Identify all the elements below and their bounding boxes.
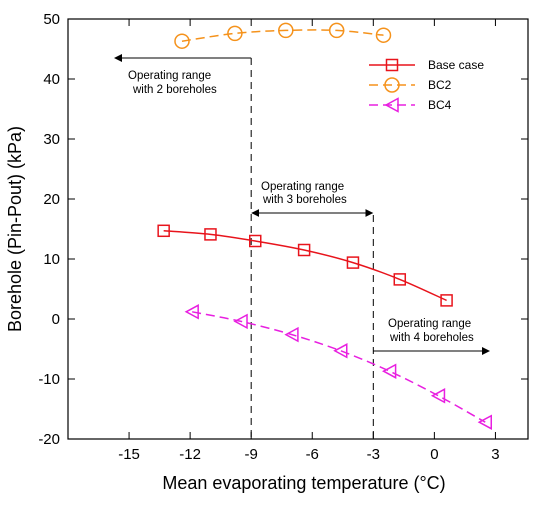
plot-series	[157, 22, 493, 430]
legend: Base case BC2 BC4	[369, 58, 484, 113]
circle-marker	[384, 77, 400, 93]
triangle-marker	[382, 363, 397, 379]
series-bc2	[174, 22, 392, 49]
legend-label: BC2	[428, 78, 452, 92]
y-tick-label: 50	[43, 11, 60, 28]
circle-marker	[278, 22, 294, 39]
axes: -15 -12 -9 -6 -3 0 3 -20 -10 0 10 20 30 40 50	[38, 11, 529, 463]
plot-frame	[67, 18, 529, 440]
y-tick-label: 30	[43, 131, 60, 148]
legend-item: Base case	[369, 58, 484, 72]
triangle-marker	[430, 388, 446, 404]
y-tick-label: 20	[43, 191, 60, 208]
y-tick-label: 0	[52, 311, 60, 328]
range4-label: Operating range	[388, 318, 471, 330]
x-tick-label: -6	[306, 446, 319, 463]
range2-label: with 2 boreholes	[132, 84, 217, 96]
square-marker	[346, 256, 360, 269]
square-marker	[297, 243, 311, 257]
legend-item: BC2	[369, 77, 452, 93]
annotations: Operating range with 2 boreholes Operating…	[114, 54, 490, 355]
y-tick-label: -20	[38, 431, 60, 448]
triangle-marker	[184, 304, 199, 320]
y-tick-label: 40	[43, 71, 60, 88]
x-tick-label: -12	[179, 446, 201, 463]
legend-label: Base case	[428, 58, 484, 72]
range3-label: Operating range	[261, 181, 344, 193]
x-tick-label: -3	[367, 446, 380, 463]
range4-label: with 4 boreholes	[389, 332, 474, 344]
square-marker	[393, 273, 407, 286]
circle-marker	[375, 27, 392, 43]
series-line	[192, 311, 486, 423]
y-tick-label: 10	[43, 251, 60, 268]
triangle-marker	[384, 97, 399, 113]
x-axis-title: Mean evaporating temperature (°C)	[162, 473, 445, 493]
triangle-marker	[284, 326, 299, 343]
square-marker	[249, 234, 262, 248]
legend-item: BC4	[369, 97, 452, 113]
x-tick-label: -9	[245, 446, 258, 463]
series-line	[181, 29, 384, 42]
square-marker	[440, 294, 453, 307]
operating-range-guides	[250, 58, 374, 439]
circle-marker	[227, 25, 243, 42]
y-axis-title: Borehole (Pin-Pout) (kPa)	[5, 126, 25, 332]
circle-marker	[174, 33, 190, 49]
y-tick-label: -10	[38, 371, 60, 388]
square-marker	[157, 224, 170, 238]
circle-marker	[328, 22, 345, 39]
range3-label: with 3 boreholes	[262, 194, 347, 206]
range2-label: Operating range	[128, 70, 211, 82]
legend-label: BC4	[428, 98, 452, 112]
square-marker	[385, 58, 399, 72]
x-tick-label: -15	[118, 446, 140, 463]
series-line	[163, 230, 447, 302]
x-tick-label: 3	[491, 446, 499, 463]
triangle-marker	[233, 313, 248, 330]
series-base-case	[157, 224, 453, 307]
x-tick-label: 0	[430, 446, 438, 463]
series-bc4	[184, 304, 493, 430]
triangle-marker	[477, 414, 493, 430]
square-marker	[204, 228, 217, 241]
triangle-marker	[333, 343, 348, 359]
